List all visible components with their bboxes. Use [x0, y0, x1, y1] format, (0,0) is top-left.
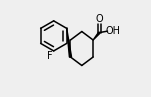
Text: OH: OH — [105, 26, 120, 36]
Polygon shape — [67, 28, 72, 57]
Text: O: O — [96, 14, 103, 24]
Polygon shape — [93, 32, 100, 40]
Text: F: F — [47, 51, 53, 61]
